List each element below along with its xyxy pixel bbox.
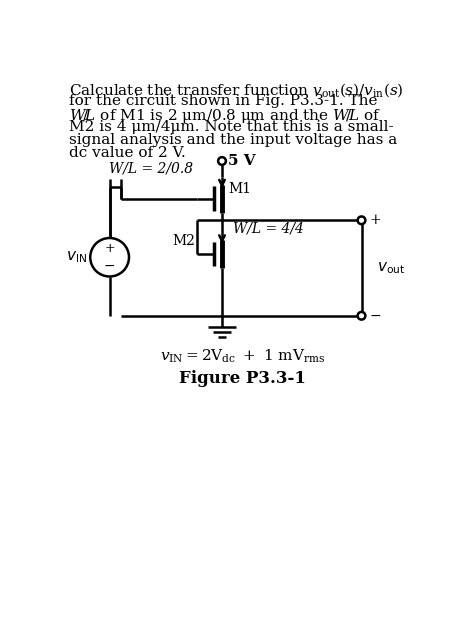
Text: −: − (104, 259, 116, 273)
Text: dc value of 2 V.: dc value of 2 V. (69, 146, 185, 160)
Text: 5 V: 5 V (228, 154, 256, 168)
Text: +: + (104, 242, 115, 255)
Text: signal analysis and the input voltage has a: signal analysis and the input voltage ha… (69, 133, 397, 147)
Text: $W\!/\!L$ of M1 is 2 μm/0.8 μm and the $W\!/\!L$ of: $W\!/\!L$ of M1 is 2 μm/0.8 μm and the $… (69, 107, 381, 125)
Text: −: − (369, 309, 381, 323)
Circle shape (218, 157, 226, 165)
Circle shape (357, 216, 365, 224)
Text: $v_{\mathrm{IN}} = 2\mathrm{V}_{\mathrm{dc}}\ +\ 1\ \mathrm{mV}_{\mathrm{rms}}$: $v_{\mathrm{IN}} = 2\mathrm{V}_{\mathrm{… (160, 347, 326, 364)
Text: M2 is 4 μm/4μm. Note that this is a small-: M2 is 4 μm/4μm. Note that this is a smal… (69, 120, 393, 134)
Text: for the circuit shown in Fig. P3.3-1. The: for the circuit shown in Fig. P3.3-1. Th… (69, 94, 377, 108)
Text: $v_{\mathrm{out}}$: $v_{\mathrm{out}}$ (377, 260, 405, 276)
Text: W/L = 4/4: W/L = 4/4 (233, 222, 304, 235)
Text: M1: M1 (228, 182, 251, 196)
Text: $v_{\mathrm{IN}}$: $v_{\mathrm{IN}}$ (66, 249, 87, 265)
Text: Figure P3.3-1: Figure P3.3-1 (180, 371, 306, 388)
Text: Calculate the transfer function $v_{\mathrm{out}}(s)/v_{\mathrm{in}}(s)$: Calculate the transfer function $v_{\mat… (69, 81, 403, 98)
Text: +: + (369, 213, 381, 227)
Text: M2: M2 (172, 234, 195, 248)
Text: W/L = 2/0.8: W/L = 2/0.8 (109, 161, 193, 176)
Circle shape (357, 312, 365, 320)
